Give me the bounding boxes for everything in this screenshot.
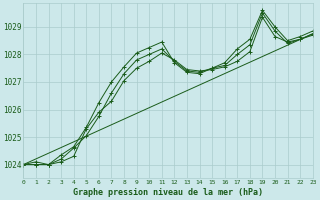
X-axis label: Graphe pression niveau de la mer (hPa): Graphe pression niveau de la mer (hPa) (73, 188, 263, 197)
